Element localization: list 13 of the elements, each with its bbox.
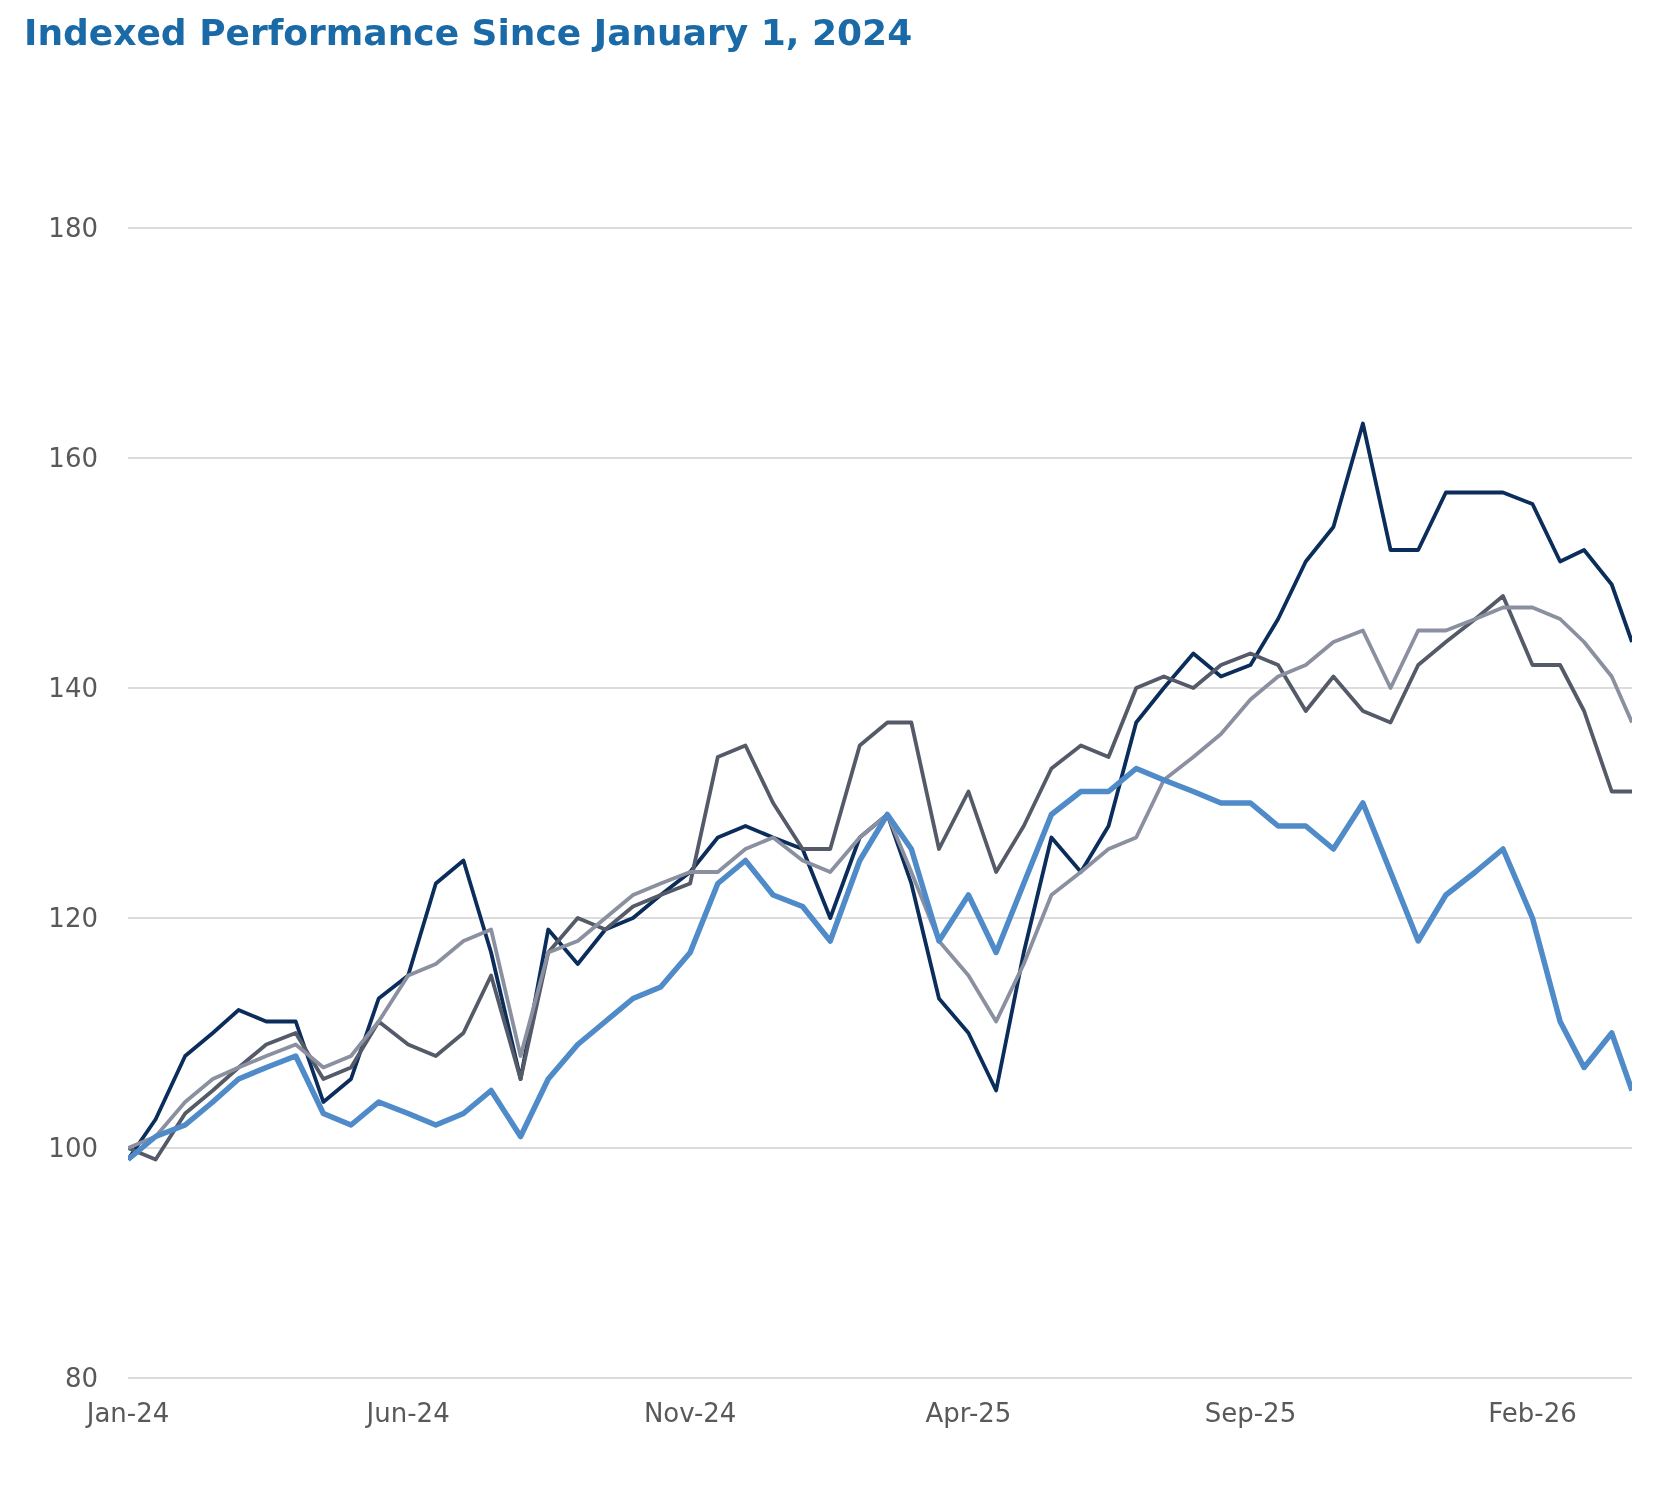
x-tick-label: Jan-24: [84, 1398, 170, 1429]
x-tick-label: Apr-25: [925, 1398, 1012, 1429]
x-tick-label: Sep-25: [1204, 1398, 1297, 1429]
y-tick-label: 140: [48, 673, 98, 704]
x-tick-label: Feb-26: [1488, 1398, 1577, 1429]
x-tick-label: Jun-24: [364, 1398, 450, 1429]
x-tick-label: Nov-24: [643, 1398, 737, 1429]
y-tick-label: 80: [64, 1363, 98, 1394]
y-tick-label: 160: [48, 443, 98, 474]
y-tick-label: 100: [48, 1133, 98, 1164]
y-tick-label: 120: [48, 903, 98, 934]
y-tick-label: 180: [48, 213, 98, 244]
chart-title: Indexed Performance Since January 1, 2024: [23, 11, 914, 55]
